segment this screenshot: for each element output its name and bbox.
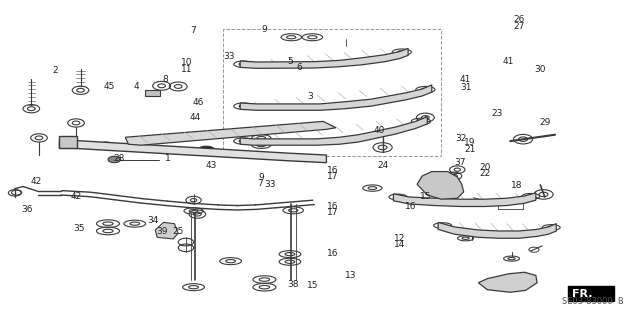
- Polygon shape: [240, 85, 432, 110]
- Text: 39: 39: [156, 227, 168, 236]
- Text: 20: 20: [479, 163, 490, 172]
- Text: 16: 16: [327, 166, 339, 175]
- Text: 33: 33: [264, 180, 276, 189]
- Text: 22: 22: [479, 169, 490, 178]
- Text: 37: 37: [455, 158, 467, 167]
- Polygon shape: [156, 222, 178, 239]
- Text: 41: 41: [460, 75, 471, 84]
- Polygon shape: [240, 117, 428, 145]
- Text: SE03-83000  B: SE03-83000 B: [561, 297, 623, 306]
- Text: 23: 23: [492, 109, 503, 118]
- Text: 43: 43: [205, 161, 217, 170]
- Text: 17: 17: [327, 208, 339, 217]
- Text: 16: 16: [405, 202, 417, 211]
- Polygon shape: [478, 272, 537, 292]
- Text: 19: 19: [465, 138, 476, 147]
- Text: 46: 46: [193, 98, 204, 107]
- Text: 8: 8: [162, 75, 168, 84]
- Text: 26: 26: [513, 15, 525, 24]
- Text: 28: 28: [113, 154, 125, 163]
- Text: 13: 13: [345, 271, 356, 280]
- Text: 24: 24: [377, 161, 388, 170]
- Text: 3: 3: [308, 92, 314, 101]
- Circle shape: [8, 190, 21, 196]
- Text: 17: 17: [327, 173, 339, 182]
- Text: 4: 4: [133, 82, 139, 91]
- Text: 38: 38: [287, 279, 299, 288]
- Text: 7: 7: [191, 26, 196, 35]
- Text: 25: 25: [173, 227, 184, 236]
- Text: 9: 9: [259, 174, 264, 182]
- Text: 34: 34: [147, 216, 158, 225]
- Polygon shape: [60, 136, 77, 148]
- Text: 1: 1: [165, 154, 171, 163]
- Text: 41: 41: [502, 57, 514, 66]
- Text: 42: 42: [70, 192, 82, 202]
- Text: 32: 32: [455, 134, 466, 143]
- Text: 10: 10: [181, 58, 193, 67]
- Text: 16: 16: [327, 249, 339, 258]
- Text: 44: 44: [190, 113, 201, 122]
- Polygon shape: [438, 222, 556, 238]
- Text: 45: 45: [104, 82, 115, 91]
- Text: 21: 21: [465, 145, 476, 154]
- Text: 36: 36: [22, 205, 33, 214]
- Polygon shape: [60, 140, 326, 163]
- Text: 7: 7: [257, 179, 263, 188]
- Polygon shape: [240, 48, 408, 68]
- Text: 5: 5: [287, 56, 293, 65]
- Polygon shape: [145, 90, 161, 96]
- Text: 30: 30: [534, 65, 546, 74]
- Polygon shape: [394, 193, 536, 206]
- Text: 35: 35: [73, 224, 84, 233]
- Text: 6: 6: [296, 63, 302, 72]
- Text: 12: 12: [394, 234, 406, 243]
- Polygon shape: [125, 122, 336, 145]
- Text: 31: 31: [460, 83, 471, 92]
- Polygon shape: [568, 286, 614, 301]
- Polygon shape: [417, 172, 464, 199]
- Text: 18: 18: [511, 181, 522, 190]
- Text: 14: 14: [394, 240, 406, 249]
- Text: 27: 27: [513, 22, 525, 31]
- Text: 11: 11: [181, 65, 193, 74]
- Text: 40: 40: [373, 126, 385, 135]
- Text: 16: 16: [327, 202, 339, 211]
- Text: 9: 9: [262, 25, 268, 34]
- Text: 29: 29: [539, 117, 550, 127]
- Text: 42: 42: [30, 177, 42, 186]
- Text: 33: 33: [223, 52, 235, 61]
- Circle shape: [108, 156, 121, 163]
- Text: 15: 15: [307, 281, 318, 290]
- Text: 2: 2: [52, 66, 58, 75]
- Circle shape: [197, 146, 215, 155]
- Text: 15: 15: [420, 192, 431, 202]
- Text: FR.: FR.: [572, 288, 593, 299]
